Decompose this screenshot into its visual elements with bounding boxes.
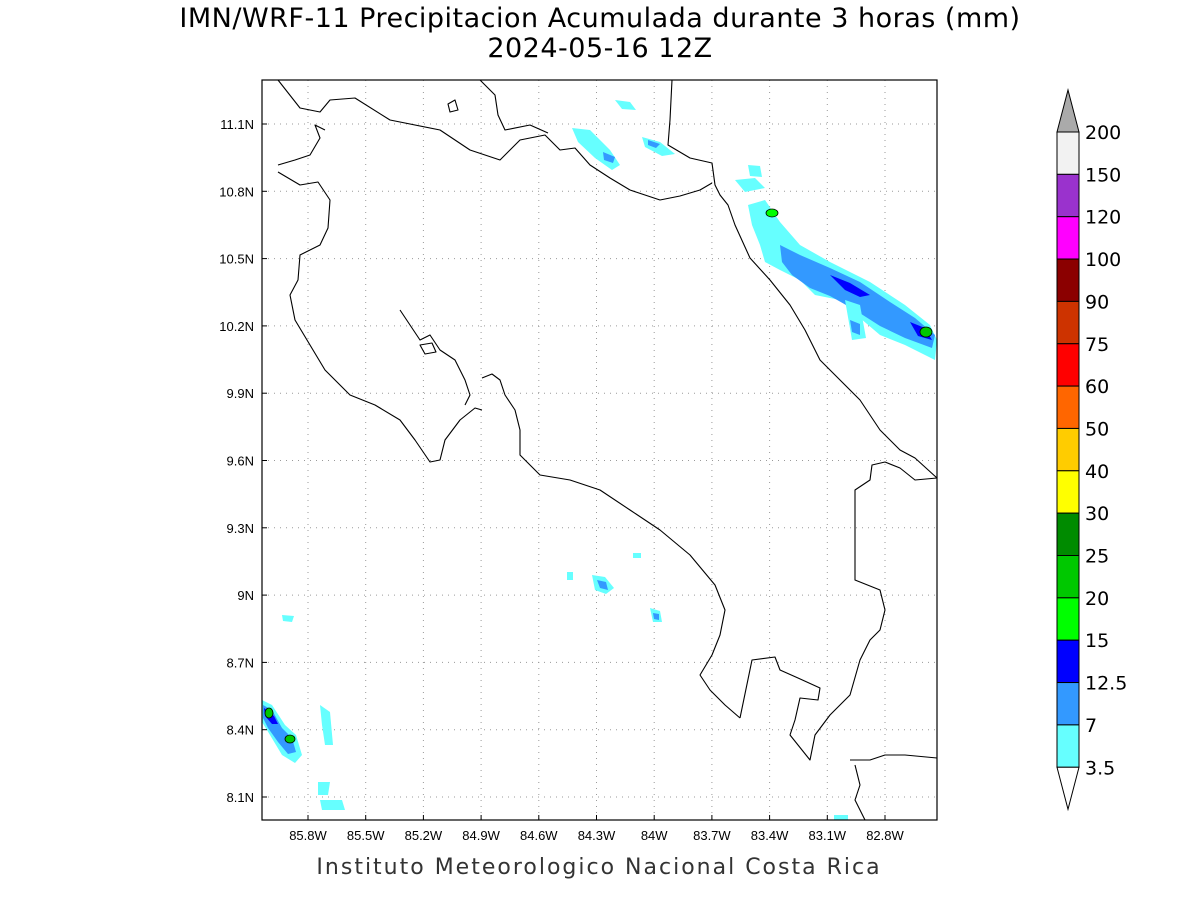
colorbar-swatch	[1056, 300, 1080, 345]
colorbar-swatch	[1056, 343, 1080, 387]
coastline-burica	[850, 754, 938, 821]
colorbar-swatch	[1056, 216, 1080, 260]
lat-tick-label: 10.2N	[219, 319, 254, 334]
lon-tick-label: 85.5W	[347, 828, 385, 843]
lon-tick-label: 83.4W	[751, 828, 789, 843]
coastline-nicaragua-lake	[479, 79, 549, 134]
precip-cell-center-2b	[653, 613, 659, 620]
map-frame	[261, 79, 938, 821]
coastline-caribbean	[667, 79, 938, 479]
colorbar-label: 150	[1085, 164, 1121, 186]
precip-cell-green-1	[765, 208, 779, 218]
colorbar-label: 200	[1085, 122, 1121, 144]
colorbar-label: 75	[1085, 334, 1109, 356]
map-title: IMN/WRF-11 Precipitacion Acumulada duran…	[179, 3, 1021, 34]
colorbar-swatch	[1056, 131, 1080, 175]
precip-cell-coast-1	[735, 178, 765, 192]
precip-band-caribbean-mid	[780, 245, 935, 348]
colorbar-bottom-arrow	[1056, 766, 1080, 812]
precip-cell-coast-3b	[850, 320, 860, 335]
lat-tick-label: 9.3N	[227, 521, 254, 536]
footer-credit: Instituto Meteorologico Nacional Costa R…	[316, 855, 882, 880]
lon-tick-label: 83.1W	[809, 828, 847, 843]
map-date: 2024-05-16 12Z	[487, 33, 713, 64]
colorbar-swatch	[1056, 555, 1080, 599]
precip-cell-nicaragua-2b	[648, 140, 660, 148]
colorbar-swatch	[1056, 597, 1080, 641]
colorbar: 200 150 120 100 90 75 60 50 40 30 25 20 15 12.5 7 3.5	[1056, 88, 1127, 812]
precip-cell-coast-2	[748, 165, 762, 177]
colorbar-top-arrow	[1056, 88, 1080, 133]
precip-cell-green-4	[284, 734, 296, 744]
lat-tick-label: 8.4N	[227, 723, 254, 738]
lat-tick-label: 9N	[237, 588, 254, 603]
precip-cell-sw-3	[318, 782, 345, 810]
colorbar-label: 25	[1085, 546, 1109, 568]
colorbar-label: 3.5	[1085, 757, 1115, 779]
precip-cell-sw-2	[320, 705, 333, 745]
lat-tick-label: 10.8N	[219, 184, 254, 199]
precip-areas	[262, 100, 937, 820]
island-nicaragua	[447, 99, 459, 113]
coastlines	[277, 79, 938, 821]
colorbar-swatch	[1056, 724, 1080, 768]
colorbar-label: 100	[1085, 249, 1121, 271]
colorbar-label: 120	[1085, 207, 1121, 229]
colorbar-swatch	[1056, 512, 1080, 557]
colorbar-swatch	[1056, 470, 1080, 514]
coastline-central-pacific	[481, 373, 741, 719]
precip-cell-green-2	[919, 326, 933, 338]
colorbar-label: 40	[1085, 461, 1109, 483]
lat-tick-label: 8.7N	[227, 655, 254, 670]
colorbar-swatch	[1056, 682, 1080, 726]
colorbar-swatch	[1056, 173, 1080, 218]
colorbar-label: 60	[1085, 376, 1109, 398]
lon-tick-label: 84.3W	[578, 828, 616, 843]
lon-tick-label: 83.7W	[693, 828, 731, 843]
lat-tick-label: 10.5N	[219, 252, 254, 267]
lon-tick-label: 84.9W	[462, 828, 500, 843]
colorbar-label: 15	[1085, 630, 1109, 652]
colorbar-label: 50	[1085, 418, 1109, 440]
colorbar-label: 20	[1085, 588, 1109, 610]
colorbar-label: 90	[1085, 291, 1109, 313]
precip-cell-center-1b	[597, 580, 608, 590]
precip-cell-green-3	[264, 707, 274, 719]
precip-cell-sw-4	[282, 615, 294, 622]
precip-cell-coast-3	[845, 300, 866, 340]
lat-tick-label: 8.1N	[227, 790, 254, 805]
coastline-pacific-nicoya	[277, 124, 483, 463]
precip-cell-nicaragua-3	[615, 100, 636, 110]
coastline-osa	[739, 461, 938, 761]
colorbar-label: 7	[1085, 715, 1097, 737]
precip-cell-nicaragua-1b	[603, 152, 615, 163]
coastline-nicaragua-border	[277, 79, 713, 201]
colorbar-label: 30	[1085, 503, 1109, 525]
colorbar-label: 12.5	[1085, 673, 1127, 695]
lon-tick-label: 85.8W	[289, 828, 327, 843]
colorbar-swatch	[1056, 258, 1080, 302]
colorbar-swatch	[1056, 639, 1080, 684]
lon-tick-label: 82.8W	[866, 828, 904, 843]
lon-tick-label: 85.2W	[405, 828, 443, 843]
colorbar-swatch	[1056, 427, 1080, 472]
lat-tick-label: 9.9N	[227, 386, 254, 401]
latitude-labels: 11.1N 10.8N 10.5N 10.2N 9.9N 9.6N 9.3N 9N 8.7N 8.…	[219, 117, 267, 805]
longitude-labels: 85.8W 85.5W 85.2W 84.9W 84.6W 84.3W 84W 83.7W 83…	[289, 815, 905, 843]
lon-tick-label: 84W	[641, 828, 668, 843]
lat-tick-label: 11.1N	[220, 117, 254, 132]
lat-tick-label: 9.6N	[227, 454, 254, 469]
precip-band-caribbean-core	[830, 275, 932, 340]
lon-tick-label: 84.6W	[520, 828, 558, 843]
colorbar-swatch	[1056, 385, 1080, 429]
coastline-gulf-nicoya	[399, 309, 471, 406]
